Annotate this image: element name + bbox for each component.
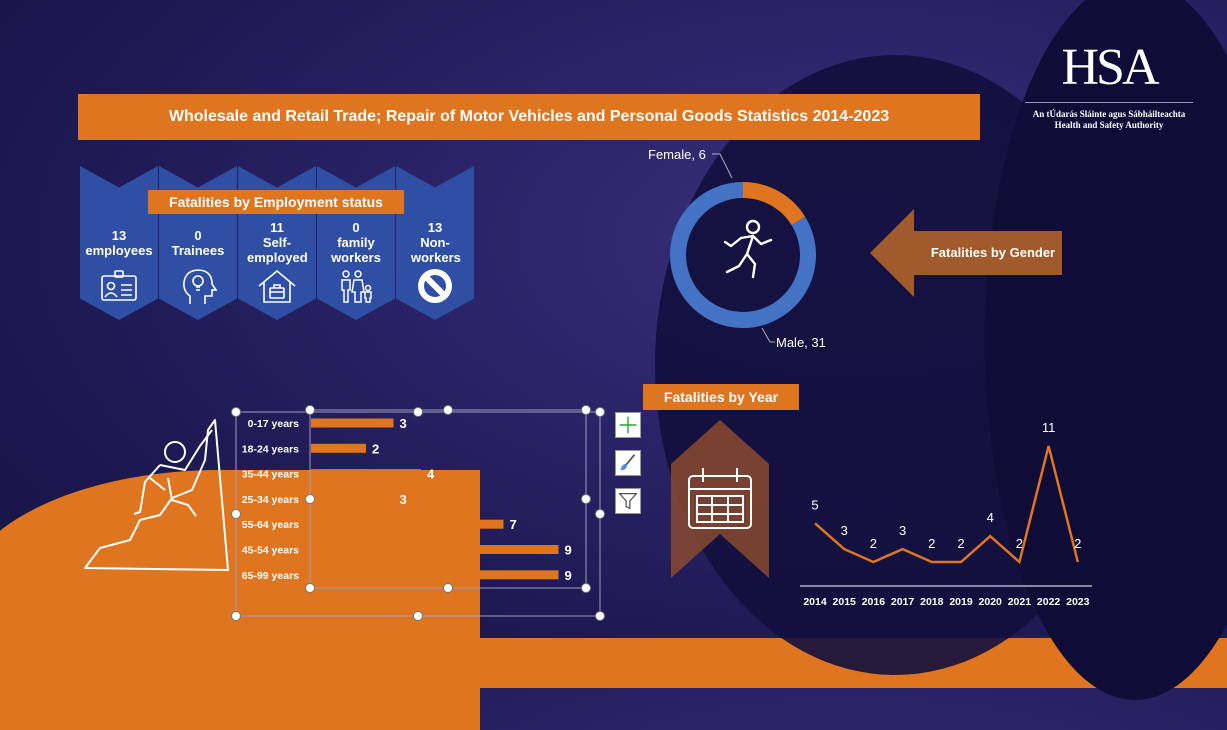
age-bar-value: 2 (372, 441, 379, 456)
employment-count: 0 (352, 220, 360, 235)
resize-handle[interactable] (443, 405, 453, 415)
orange-footer-band (0, 638, 1227, 688)
prohibited-icon (418, 269, 452, 303)
paintbrush-icon (620, 454, 636, 471)
age-bar-value: 7 (510, 517, 517, 532)
house-briefcase-icon (258, 269, 296, 303)
age-bar-value: 3 (400, 416, 407, 431)
background-oval-right (985, 0, 1227, 700)
chart-styles-button[interactable] (615, 450, 641, 476)
employment-type: Self-employed (247, 235, 308, 265)
gender-label: Fatalities by Gender (931, 245, 1055, 260)
resize-handle[interactable] (413, 407, 423, 417)
resize-handle[interactable] (305, 405, 315, 415)
filter-icon (618, 492, 638, 510)
age-category-label: 18-24 years (242, 443, 299, 455)
year-label: Fatalities by Year (643, 384, 799, 410)
age-bar-value: 9 (565, 543, 572, 558)
page-title: Wholesale and Retail Trade; Repair of Mo… (78, 94, 980, 140)
orange-background-curve (0, 470, 480, 730)
employment-type: Non-workers (411, 235, 461, 265)
female-data-label: Female, 6 (648, 147, 706, 162)
resize-handle[interactable] (581, 494, 591, 504)
head-lightbulb-icon (183, 269, 218, 304)
logo-subtitle-irish: An tÚdarás Sláinte agus Sábháilteachta (1032, 109, 1186, 119)
resize-handle[interactable] (581, 405, 591, 415)
age-category-label: 0-17 years (248, 418, 300, 430)
id-card-icon (101, 270, 137, 301)
employment-count: 11 (270, 220, 284, 235)
resize-handle[interactable] (595, 611, 605, 621)
age-bar (311, 418, 394, 428)
employment-status-label: Fatalities by Employment status (148, 190, 404, 214)
plus-icon (619, 416, 637, 434)
employment-count: 13 (111, 228, 127, 243)
age-bar (311, 443, 366, 453)
employment-type: Trainees (171, 243, 225, 258)
employment-count: 13 (427, 220, 443, 235)
resize-handle[interactable] (231, 407, 241, 417)
employment-type: employees (85, 243, 153, 258)
employment-card-non-workers: 13 Non-workers (396, 166, 474, 320)
employment-count: 0 (194, 228, 202, 243)
logo-subtitle-english: Health and Safety Authority (1054, 120, 1164, 130)
employment-card-employees: 13 employees (80, 166, 158, 320)
age-bar-value: 9 (565, 568, 572, 583)
family-icon (341, 270, 372, 303)
logo-text: HSA (1061, 39, 1159, 96)
resize-handle[interactable] (595, 407, 605, 417)
resize-handle[interactable] (595, 509, 605, 519)
employment-type: family workers (331, 235, 381, 265)
chart-filters-button[interactable] (615, 488, 641, 514)
resize-handle[interactable] (581, 583, 591, 593)
hsa-logo: HSA An tÚdarás Sláinte agus Sábháilteach… (1025, 40, 1193, 131)
chart-elements-button[interactable] (615, 412, 641, 438)
gender-arrow: Fatalities by Gender (870, 209, 1062, 297)
